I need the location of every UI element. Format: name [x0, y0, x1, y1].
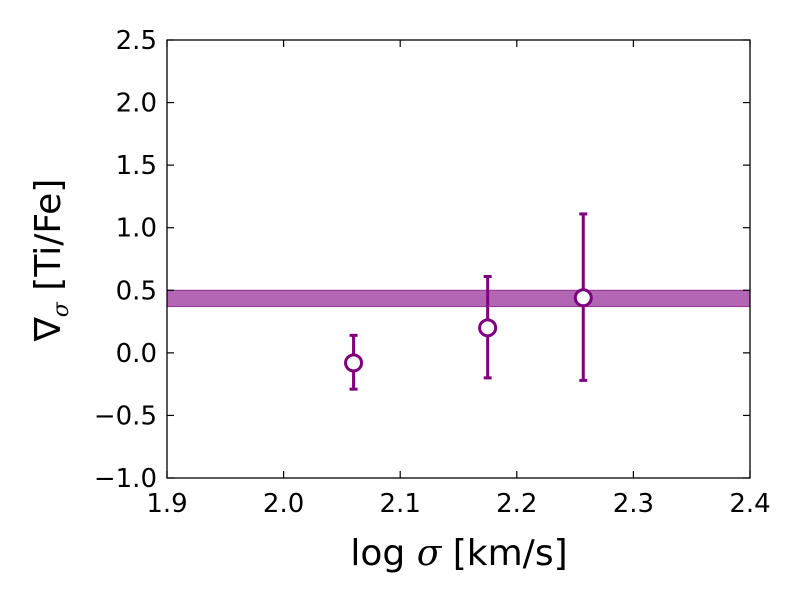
- y-tick-label-4: 1.0: [116, 214, 157, 244]
- data-point-2: [573, 288, 593, 308]
- plot-frame: [166, 39, 751, 479]
- x-tick-label-3: 2.2: [496, 489, 537, 519]
- data-point-1: [478, 318, 498, 338]
- y-tick-label-7: 2.5: [116, 26, 157, 56]
- y-tick-label-5: 1.5: [116, 151, 157, 181]
- x-tick-label-4: 2.3: [613, 489, 654, 519]
- data-point-0: [344, 353, 364, 373]
- y-axis-ticks: −1.0 −0.5 0.0 0.5 1.0 1.5 2.0 2.5: [94, 26, 750, 494]
- confidence-band-layer: [166, 289, 751, 308]
- x-axis-title: log σ [km/s]: [350, 533, 567, 574]
- x-tick-label-5: 2.4: [729, 489, 770, 519]
- y-tick-label-2: 0.0: [116, 339, 157, 369]
- y-axis-title: ∇σ [Ti/Fe]: [28, 179, 74, 343]
- data-point-layer: [344, 288, 593, 373]
- y-tick-label-6: 2.0: [116, 89, 157, 119]
- x-tick-label-0: 1.9: [146, 489, 187, 519]
- x-axis-ticks: 1.9 2.0 2.1 2.2 2.3 2.4: [146, 40, 771, 519]
- y-tick-label-0: −1.0: [94, 464, 157, 494]
- confidence-band: [166, 289, 751, 308]
- y-tick-label-1: −0.5: [94, 401, 157, 431]
- y-tick-label-3: 0.5: [116, 276, 157, 306]
- x-tick-label-1: 2.0: [263, 489, 304, 519]
- x-tick-label-2: 2.1: [380, 489, 421, 519]
